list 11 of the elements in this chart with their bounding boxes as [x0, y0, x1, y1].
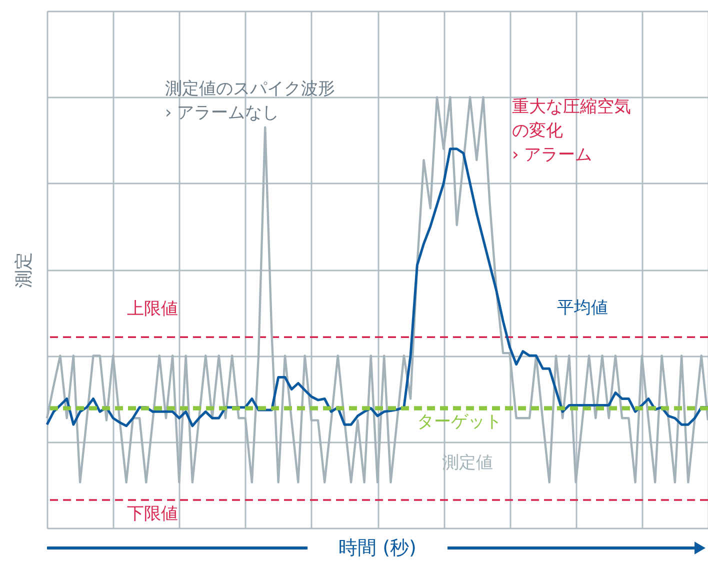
annotation: › アラーム [512, 145, 592, 165]
ref-line-label: ターゲット [417, 412, 502, 432]
ref-line-label: 上限値 [127, 299, 178, 320]
annotation: の変化 [512, 121, 563, 141]
y-axis-title: 測定 [14, 252, 34, 288]
annotation: › アラームなし [165, 103, 280, 123]
ref-line-label: 下限値 [127, 504, 178, 524]
annotation: 測定値のスパイク波形 [165, 79, 335, 99]
annotation: 重大な圧縮空気 [512, 97, 631, 117]
x-axis-title: 時間 (秒) [338, 537, 416, 559]
text: 平均値 [557, 298, 608, 318]
